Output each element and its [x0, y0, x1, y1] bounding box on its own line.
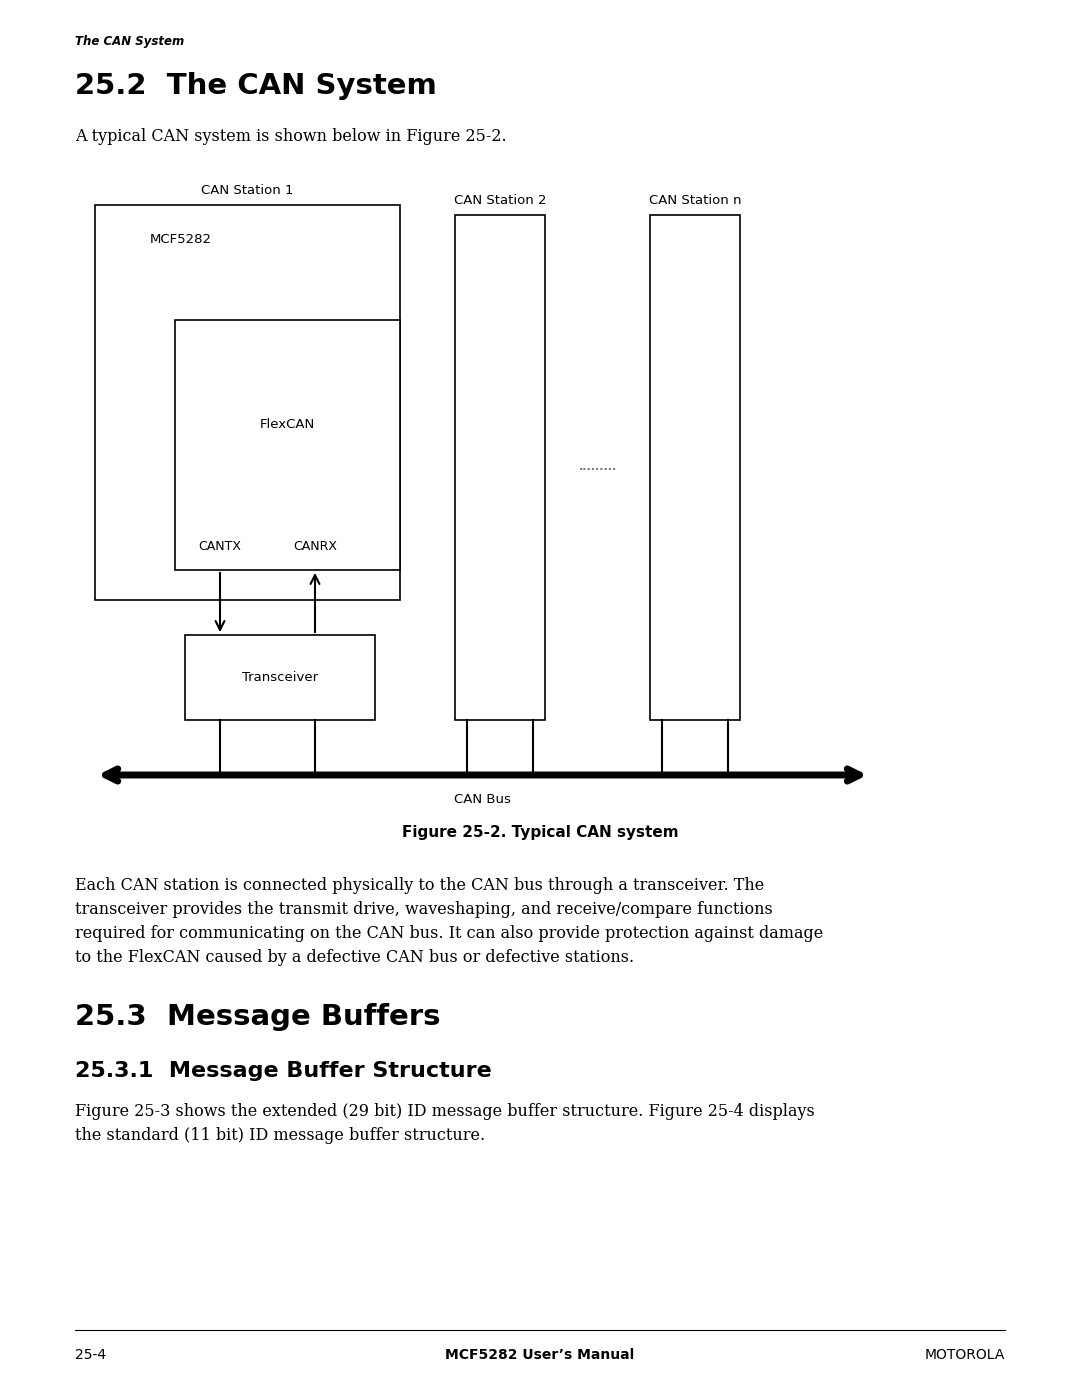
Text: .........: ......... — [579, 462, 617, 472]
Text: CAN Station n: CAN Station n — [649, 194, 741, 207]
Text: transceiver provides the transmit drive, waveshaping, and receive/compare functi: transceiver provides the transmit drive,… — [75, 901, 773, 918]
Bar — [650, 215, 740, 719]
Text: 25.2  The CAN System: 25.2 The CAN System — [75, 73, 436, 101]
Text: Figure 25-3 shows the extended (29 bit) ID message buffer structure. Figure 25-4: Figure 25-3 shows the extended (29 bit) … — [75, 1104, 814, 1120]
Text: CAN Station 2: CAN Station 2 — [454, 194, 546, 207]
Bar — [175, 320, 400, 570]
Text: FlexCAN: FlexCAN — [260, 419, 315, 432]
Text: A typical CAN system is shown below in Figure 25-2.: A typical CAN system is shown below in F… — [75, 129, 507, 145]
Text: to the FlexCAN caused by a defective CAN bus or defective stations.: to the FlexCAN caused by a defective CAN… — [75, 949, 634, 965]
Bar — [95, 205, 400, 599]
Text: 25-4: 25-4 — [75, 1348, 106, 1362]
Text: CANTX: CANTX — [199, 541, 242, 553]
Text: Figure 25-2. Typical CAN system: Figure 25-2. Typical CAN system — [402, 826, 678, 840]
Text: required for communicating on the CAN bus. It can also provide protection agains: required for communicating on the CAN bu… — [75, 925, 823, 942]
Text: the standard (11 bit) ID message buffer structure.: the standard (11 bit) ID message buffer … — [75, 1127, 485, 1144]
Text: MCF5282: MCF5282 — [150, 233, 212, 246]
Text: MCF5282 User’s Manual: MCF5282 User’s Manual — [445, 1348, 635, 1362]
Text: Transceiver: Transceiver — [242, 671, 319, 685]
Text: CAN Bus: CAN Bus — [454, 793, 511, 806]
Text: CANRX: CANRX — [293, 541, 337, 553]
Text: Each CAN station is connected physically to the CAN bus through a transceiver. T: Each CAN station is connected physically… — [75, 877, 765, 894]
Text: CAN Station 1: CAN Station 1 — [201, 184, 294, 197]
Text: MOTOROLA: MOTOROLA — [924, 1348, 1005, 1362]
Text: 25.3  Message Buffers: 25.3 Message Buffers — [75, 1003, 441, 1031]
Text: 25.3.1  Message Buffer Structure: 25.3.1 Message Buffer Structure — [75, 1060, 491, 1081]
Bar — [455, 215, 545, 719]
Bar — [185, 636, 375, 719]
Text: The CAN System: The CAN System — [75, 35, 185, 47]
